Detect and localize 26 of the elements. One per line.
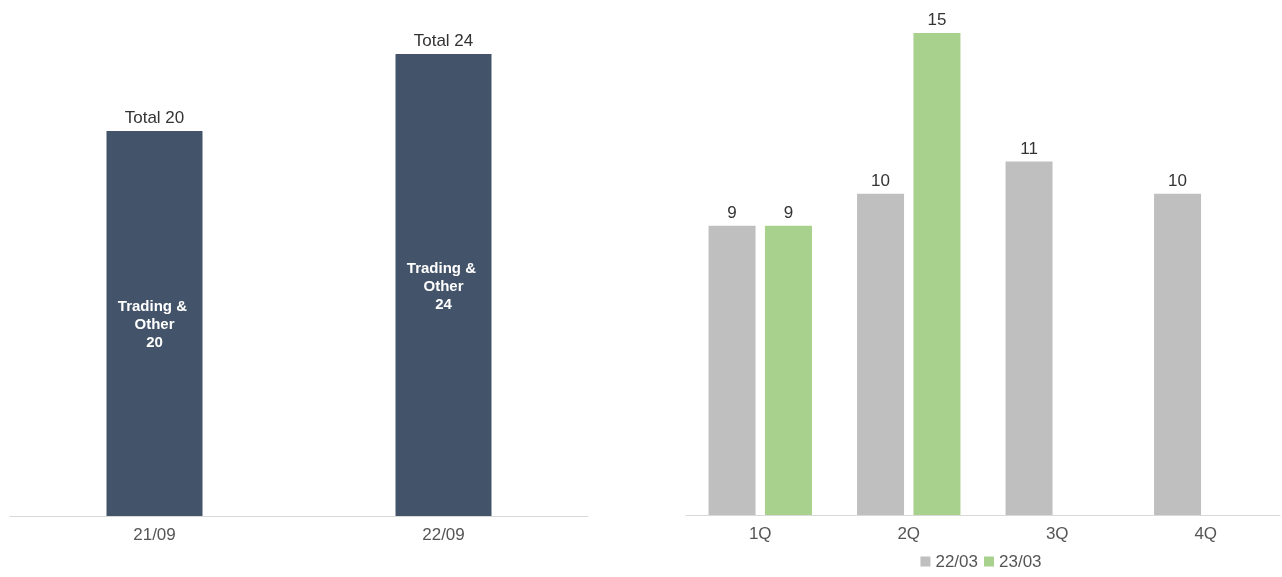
data-label: 11: [1020, 138, 1038, 158]
x-tick-label: 3Q: [1045, 524, 1069, 543]
data-label: 10: [871, 170, 891, 190]
data-label: 20: [146, 333, 163, 350]
text: Trading & Other: [117, 297, 187, 332]
data-label: 10: [1168, 170, 1188, 190]
x-tick-label: 4Q: [1194, 524, 1218, 543]
series-label: Trading & Other: [406, 258, 481, 294]
x-tick-label: 21/09: [133, 525, 176, 544]
data-label: 9: [783, 202, 794, 222]
bar: [1154, 193, 1202, 515]
legend-label: 23/03: [999, 552, 1042, 571]
data-label: 24: [435, 294, 453, 312]
data-label: 9: [727, 202, 737, 222]
x-tick-label: 1Q: [748, 524, 772, 543]
legend-label: 22/03: [935, 552, 979, 571]
x-tick-label: 22/09: [422, 525, 465, 544]
bar: [708, 225, 756, 515]
bar: [913, 33, 961, 515]
bar: [764, 225, 812, 515]
bar: [857, 193, 905, 515]
bar: [1005, 161, 1053, 515]
total-label: Total 20: [124, 108, 185, 127]
x-tick-label: 2Q: [897, 524, 921, 543]
total-label: Total 24: [413, 31, 474, 50]
data-label: 15: [927, 10, 947, 29]
